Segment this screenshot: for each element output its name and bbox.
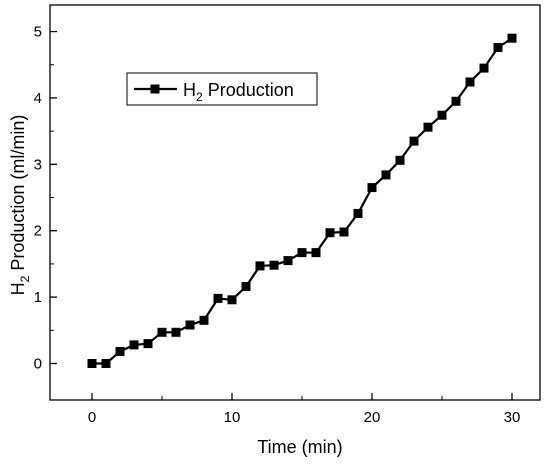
data-point [297, 248, 307, 258]
data-point [171, 327, 181, 337]
y-tick-label: 4 [34, 90, 42, 107]
x-tick-label: 20 [364, 409, 381, 426]
data-point [437, 110, 447, 120]
y-tick-label: 2 [34, 223, 42, 240]
legend-label-subscript: 2 [196, 90, 203, 104]
data-point [451, 96, 461, 106]
x-tick-label: 10 [224, 409, 241, 426]
y-axis-title-main: H [8, 282, 28, 295]
y-tick-label: 0 [34, 355, 42, 372]
data-point [269, 260, 279, 270]
data-point [367, 183, 377, 193]
data-point [129, 340, 139, 350]
y-axis-title-rest: Production (ml/min) [8, 115, 28, 276]
data-point [409, 136, 419, 146]
data-point [507, 33, 517, 43]
tick-group: 0 10 20 30 0 1 2 3 4 5 [34, 24, 521, 426]
data-point [395, 155, 405, 165]
data-point [241, 282, 251, 291]
data-point [465, 77, 475, 87]
data-point [227, 295, 237, 305]
x-tick-label: 0 [88, 409, 96, 426]
data-point [87, 359, 97, 368]
y-axis-title-subscript: 2 [18, 275, 32, 282]
data-point [199, 315, 209, 325]
plot-frame [49, 4, 541, 401]
data-point [185, 320, 195, 330]
data-point [157, 327, 167, 337]
data-point [493, 43, 503, 52]
legend-label: H2 Production [183, 80, 294, 104]
data-point [423, 122, 433, 132]
legend-label-main: H [183, 80, 196, 100]
data-point [339, 227, 349, 237]
data-point [479, 63, 489, 73]
data-point [255, 261, 265, 271]
y-tick-label: 3 [34, 156, 42, 173]
data-point [283, 256, 293, 266]
data-point [101, 359, 111, 368]
data-point [325, 228, 335, 238]
y-tick-label: 5 [34, 24, 42, 41]
y-tick-label: 1 [34, 289, 42, 306]
data-point [381, 170, 391, 180]
data-point [213, 293, 223, 303]
data-point [115, 347, 125, 356]
data-point [311, 248, 321, 258]
legend: H2 Production [126, 72, 318, 106]
x-axis-title: Time (min) [257, 437, 342, 457]
legend-marker [150, 84, 160, 94]
series-markers [87, 33, 517, 368]
x-tick-label: 30 [504, 409, 521, 426]
data-point [143, 339, 153, 349]
y-axis-title: H2 Production (ml/min) [8, 115, 32, 296]
data-point [353, 209, 363, 218]
legend-label-rest: Production [203, 80, 294, 100]
